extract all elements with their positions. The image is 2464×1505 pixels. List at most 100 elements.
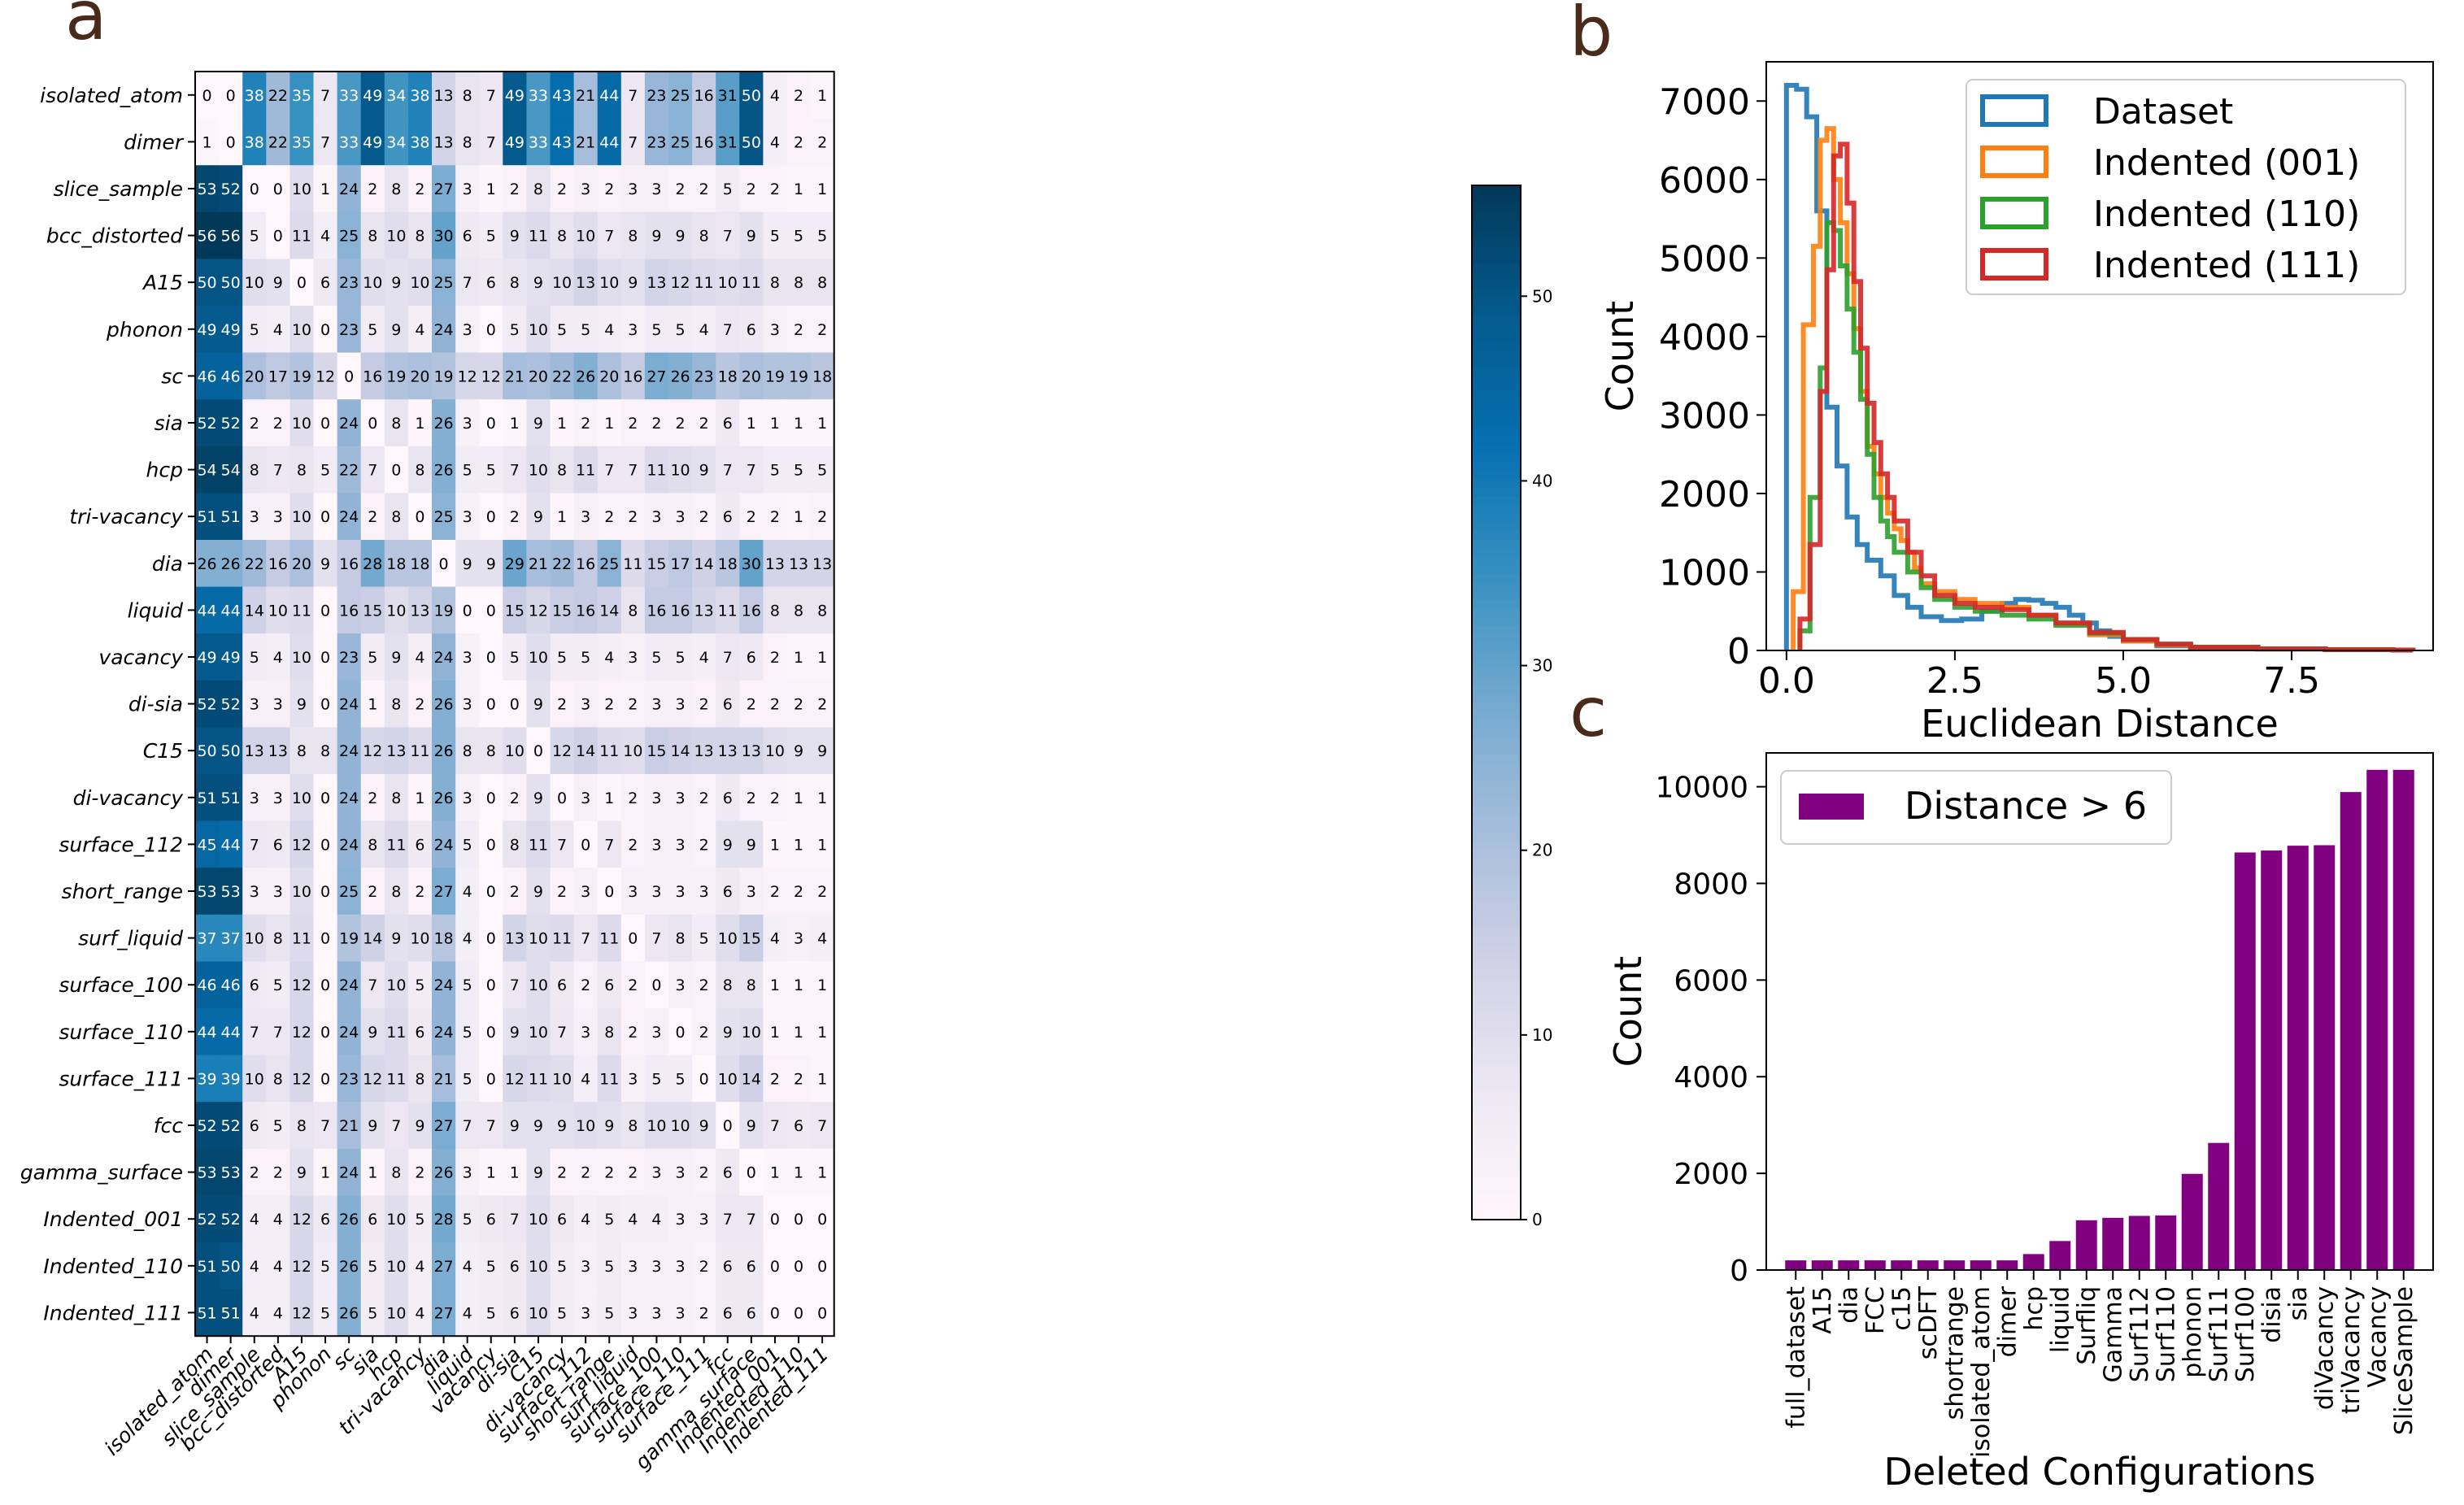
heatmap-cell [550,868,575,916]
heatmap-cell [384,914,409,962]
heatmap-cell-value: 8 [486,742,496,760]
colorbar-segment [1472,555,1521,565]
colorbar-segment [1472,840,1521,850]
heatmap-cell-value: 11 [694,274,714,292]
heatmap-cell-value: 6 [510,1304,520,1322]
heatmap-cell [289,586,314,634]
heatmap-cell-value: 8 [723,977,733,994]
heatmap-cell-value: 1 [747,415,756,433]
histogram-x-tick-label: 0.0 [1758,660,1815,702]
heatmap-cell [337,633,362,681]
heatmap-cell [266,540,290,588]
heatmap-cell-value: 6 [557,1211,567,1229]
heatmap-cell [479,493,503,541]
heatmap-cell [620,259,646,307]
histogram-y-axis-label: Count [1598,301,1642,412]
heatmap-cell [266,961,290,1009]
heatmap-cell-value: 5 [557,1304,567,1322]
heatmap-cell [313,914,338,962]
heatmap-cell [597,633,622,681]
heatmap-cell [692,118,716,166]
heatmap-row-label: phonon [106,318,183,341]
heatmap-cell [360,1289,385,1337]
heatmap-cell [195,493,220,541]
heatmap-cell [739,961,764,1009]
heatmap-cell-value: 6 [273,836,283,854]
heatmap-cell [219,1055,243,1103]
heatmap-cell [644,586,669,634]
heatmap-cell-value: 18 [812,368,832,385]
heatmap-cell [550,680,575,728]
heatmap-cell [526,680,551,728]
heatmap-row-label: bcc_distorted [46,224,183,248]
heatmap-cell-value: 22 [552,368,572,385]
heatmap-cell [195,774,220,822]
heatmap-cell-value: 10 [742,1024,761,1042]
heatmap-cell-value: 9 [723,1024,733,1042]
heatmap-cell [763,868,787,916]
heatmap-cell-value: 24 [339,696,359,714]
heatmap-cell-value: 0 [486,1070,496,1088]
heatmap-cell-value: 37 [221,930,241,948]
heatmap-cell-value: 3 [273,508,283,526]
heatmap-cell-value: 9 [533,508,543,526]
heatmap-row-label: fcc [154,1114,184,1137]
heatmap-cell-value: 2 [747,508,756,526]
histogram-legend-swatch [1980,248,2048,281]
heatmap-cell [289,446,314,494]
heatmap-cell [242,868,267,916]
heatmap-cell [313,352,338,400]
heatmap-cell [337,72,362,120]
heatmap-cell-value: 5 [486,228,496,246]
heatmap-cell [739,1289,764,1337]
heatmap-cell-value: 0 [510,696,520,714]
heatmap-cell [432,868,456,916]
heatmap-cell-value: 9 [533,696,543,714]
bar [1785,1260,1807,1270]
heatmap-cell-value: 2 [699,1304,709,1322]
bar-x-tick-label: phonon [2179,1286,2207,1378]
heatmap-cell [810,1242,835,1290]
heatmap-cell [739,165,764,213]
heatmap-cell-value: 50 [221,1258,241,1276]
heatmap-cell-value: 5 [794,462,803,480]
heatmap-cell-value: 2 [604,696,614,714]
heatmap-cell [432,820,456,868]
heatmap-cell-value: 7 [651,930,661,948]
heatmap-cell [786,72,812,120]
heatmap-cell [786,1195,812,1243]
heatmap-cell-value: 7 [368,977,377,994]
heatmap-cell [620,868,646,916]
bar [2155,1215,2177,1270]
heatmap-cell-value: 0 [794,1258,803,1276]
histogram-y-tick-label: 3000 [1659,395,1750,437]
bar-y-tick-label: 10000 [1655,772,1748,805]
heatmap-cell-value: 30 [742,555,761,573]
heatmap-cell [455,727,480,775]
heatmap-cell [668,1102,693,1150]
heatmap-cell-value: 4 [770,87,780,105]
heatmap-cell-value: 0 [817,1258,827,1276]
colorbar-segment [1472,332,1521,341]
heatmap-cell-value: 6 [723,415,733,433]
heatmap-cell-value: 6 [747,321,756,339]
heatmap-cell [503,820,527,868]
heatmap-cell [668,118,693,166]
heatmap-cell-value: 1 [202,133,212,151]
heatmap-cell [550,165,575,213]
heatmap-cell-value: 6 [250,1117,259,1135]
heatmap-cell [432,352,456,400]
heatmap-cell [266,211,290,259]
heatmap-cell [337,914,362,962]
heatmap-cell [219,399,243,447]
heatmap-cell-value: 8 [297,742,307,760]
colorbar-segment [1472,228,1521,238]
heatmap-cell-value: 12 [505,1070,525,1088]
heatmap-cell [337,1008,362,1056]
bar-x-tick-label: dimer [1993,1285,2022,1357]
heatmap-cell-value: 23 [339,321,359,339]
heatmap-cell-value: 21 [576,87,595,105]
heatmap-cell [337,680,362,728]
colorbar-segment [1472,349,1521,359]
heatmap-cell-value: 0 [463,602,472,620]
